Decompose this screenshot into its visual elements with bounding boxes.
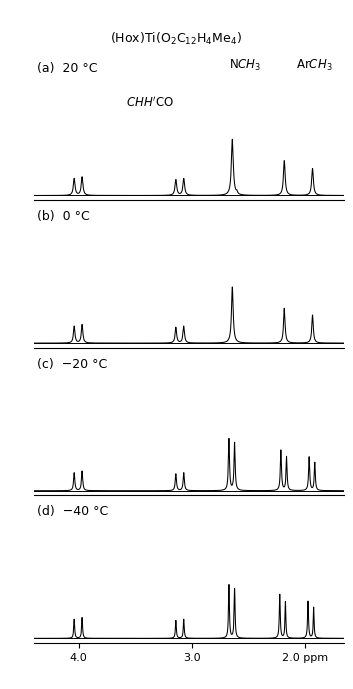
Text: Ar$\it{CH}$$_3$: Ar$\it{CH}$$_3$ — [296, 57, 333, 72]
Text: (Hox)Ti(O$_2$C$_{12}$H$_4$Me$_4$): (Hox)Ti(O$_2$C$_{12}$H$_4$Me$_4$) — [110, 31, 243, 47]
Text: $\it{CHH'}$CO: $\it{CHH'}$CO — [126, 96, 174, 110]
Text: (a)  20 °C: (a) 20 °C — [37, 63, 97, 75]
Text: N$\it{CH}$$_3$: N$\it{CH}$$_3$ — [229, 57, 261, 72]
Text: (d)  −40 °C: (d) −40 °C — [37, 505, 108, 518]
Text: (b)  0 °C: (b) 0 °C — [37, 210, 89, 223]
Text: (c)  −20 °C: (c) −20 °C — [37, 358, 107, 371]
